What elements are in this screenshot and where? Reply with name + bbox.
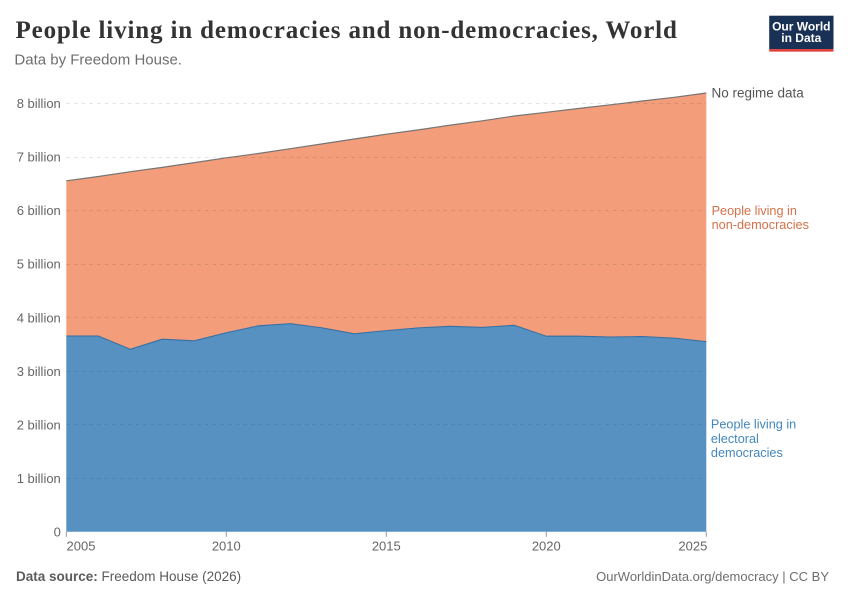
svg-text:2 billion: 2 billion [17,417,61,432]
svg-text:4 billion: 4 billion [17,310,61,325]
svg-text:non-democracies: non-democracies [712,218,809,232]
svg-text:No regime data: No regime data [712,86,805,101]
svg-text:6 billion: 6 billion [17,203,61,218]
svg-text:2020: 2020 [532,539,561,554]
svg-text:3 billion: 3 billion [17,364,61,379]
svg-text:0: 0 [54,524,61,539]
svg-text:in Data: in Data [781,31,821,45]
svg-text:People living in: People living in [711,418,796,432]
svg-text:democracies: democracies [711,446,783,460]
svg-text:2025: 2025 [678,539,707,554]
svg-text:2010: 2010 [212,539,241,554]
svg-text:OurWorldinData.org/democracy |: OurWorldinData.org/democracy | CC BY [596,569,829,584]
svg-text:Our World: Our World [772,20,830,34]
svg-text:2015: 2015 [372,539,401,554]
svg-text:Data by Freedom House.: Data by Freedom House. [14,51,182,68]
svg-text:Data source: Freedom House (20: Data source: Freedom House (2026) [16,569,241,584]
svg-text:electoral: electoral [711,432,759,446]
svg-text:2005: 2005 [67,539,96,554]
svg-text:7 billion: 7 billion [17,150,61,165]
svg-text:People living in: People living in [712,204,797,218]
svg-text:1 billion: 1 billion [17,471,61,486]
svg-text:8 billion: 8 billion [17,96,61,111]
svg-text:People living in democracies a: People living in democracies and non-dem… [16,17,678,44]
svg-text:5 billion: 5 billion [17,257,61,272]
